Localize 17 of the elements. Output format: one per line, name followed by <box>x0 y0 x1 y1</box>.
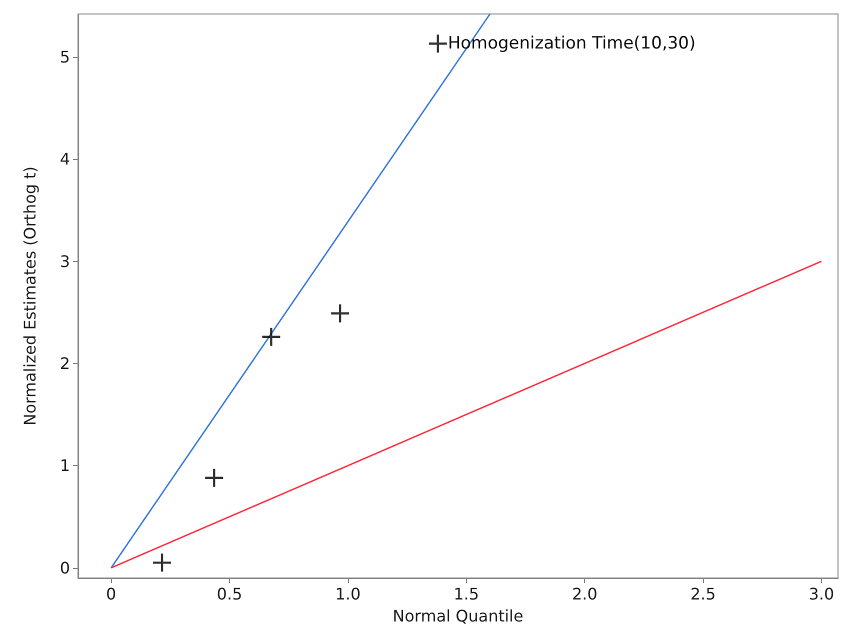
y-tick-label: 1 <box>60 456 70 476</box>
x-tick-label: 1.5 <box>454 584 480 604</box>
y-tick-label: 0 <box>60 558 70 578</box>
y-tick-label: 2 <box>60 354 70 373</box>
point <box>153 554 172 572</box>
x-tick-label: 0.5 <box>216 584 242 604</box>
x-axis-title: Normal Quantile <box>392 606 524 626</box>
x-tick-label: 1.0 <box>335 584 361 604</box>
x-tick-label: 2.0 <box>572 584 598 604</box>
point <box>262 328 280 346</box>
y-tick-label: 5 <box>60 47 70 66</box>
y-tick-label: 4 <box>60 150 70 169</box>
y-axis-title: Normalized Estimates (Orthog t) <box>20 166 40 426</box>
x-tick-label: 2.5 <box>690 584 716 604</box>
x-tick-label: 3.0 <box>808 584 834 604</box>
x-tick-label: 0 <box>106 584 116 604</box>
y-tick-label: 3 <box>60 252 70 271</box>
